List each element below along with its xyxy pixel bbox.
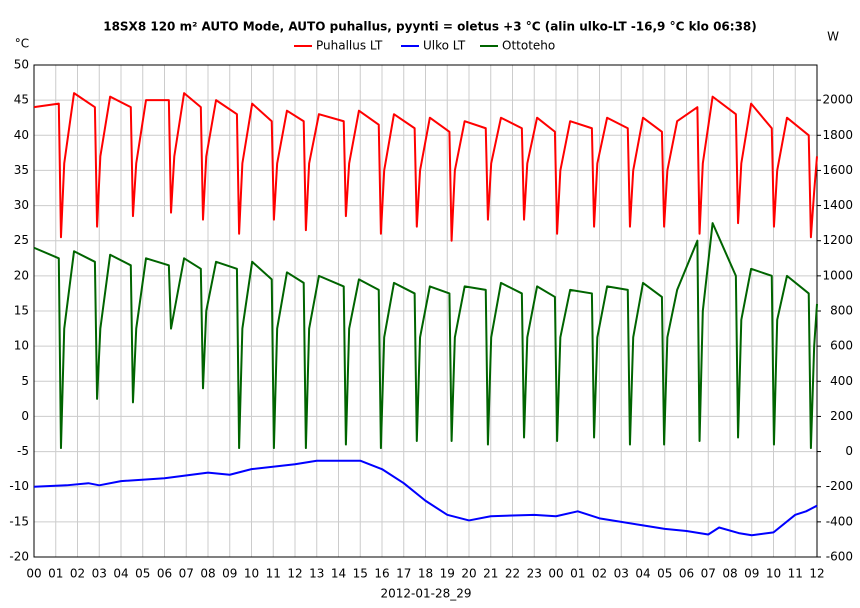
x-tick-label: 17 xyxy=(396,567,411,581)
x-tick-label: 01 xyxy=(48,567,63,581)
data-line xyxy=(33,222,818,450)
y-tick-label: -5 xyxy=(17,444,29,458)
x-tick-label: 06 xyxy=(157,567,172,581)
y2-tick-label: 1200 xyxy=(822,233,853,247)
x-tick-label: 04 xyxy=(635,567,650,581)
x-tick-label: 12 xyxy=(809,567,824,581)
x-tick-label: 22 xyxy=(505,567,520,581)
x-tick-label: 09 xyxy=(222,567,237,581)
y2-tick-label: -600 xyxy=(826,550,853,564)
x-tick-label: 12 xyxy=(287,567,302,581)
y2-tick-label: 600 xyxy=(830,339,853,353)
y-tick-label: 0 xyxy=(21,409,29,423)
data-line xyxy=(33,459,818,537)
x-tick-label: 03 xyxy=(92,567,107,581)
x-tick-label: 16 xyxy=(374,567,389,581)
y2-tick-label: 200 xyxy=(830,409,853,423)
x-tick-label: 01 xyxy=(570,567,585,581)
y2-tick-label: 1600 xyxy=(822,163,853,177)
y2-tick-label: 1400 xyxy=(822,198,853,212)
y-tick-label: 5 xyxy=(21,374,29,388)
x-tick-label: 15 xyxy=(353,567,368,581)
y-tick-label: 30 xyxy=(14,198,29,212)
y-tick-label: 10 xyxy=(14,339,29,353)
y2-tick-label: 0 xyxy=(845,444,853,458)
y-tick-label: 15 xyxy=(14,304,29,318)
x-tick-label: 00 xyxy=(548,567,563,581)
x-tick-label: 02 xyxy=(70,567,85,581)
y2-tick-label: -400 xyxy=(826,514,853,528)
y2-tick-label: 1800 xyxy=(822,128,853,142)
chart-title: 18SX8 120 m² AUTO Mode, AUTO puhallus, p… xyxy=(103,20,757,34)
x-tick-label: 14 xyxy=(331,567,346,581)
x-axis-label: 2012-01-28_29 xyxy=(380,587,471,601)
x-tick-label: 07 xyxy=(179,567,194,581)
y2-tick-label: 1000 xyxy=(822,268,853,282)
x-tick-label: 07 xyxy=(701,567,716,581)
x-tick-label: 06 xyxy=(679,567,694,581)
x-tick-label: 19 xyxy=(440,567,455,581)
x-tick-label: 02 xyxy=(592,567,607,581)
x-tick-label: 23 xyxy=(527,567,542,581)
legend-label: Ulko LT xyxy=(423,39,466,53)
y-tick-label: -20 xyxy=(9,550,29,564)
y-tick-label: 50 xyxy=(14,58,29,72)
x-tick-label: 21 xyxy=(483,567,498,581)
y-tick-label: 45 xyxy=(14,93,29,107)
y-tick-label: -10 xyxy=(9,479,29,493)
x-tick-label: 10 xyxy=(766,567,781,581)
y2-tick-label: 400 xyxy=(830,374,853,388)
x-tick-label: 03 xyxy=(614,567,629,581)
x-tick-label: 08 xyxy=(722,567,737,581)
y2-axis-unit: W xyxy=(827,30,839,44)
data-line xyxy=(33,92,818,242)
legend-label: Puhallus LT xyxy=(316,39,383,53)
x-tick-label: 11 xyxy=(788,567,803,581)
y-tick-label: 40 xyxy=(14,128,29,142)
y2-tick-label: 2000 xyxy=(822,93,853,107)
x-tick-label: 00 xyxy=(26,567,41,581)
x-tick-label: 04 xyxy=(113,567,128,581)
y2-tick-label: 800 xyxy=(830,304,853,318)
x-tick-label: 10 xyxy=(244,567,259,581)
x-tick-label: 11 xyxy=(266,567,281,581)
y-tick-label: 35 xyxy=(14,163,29,177)
y-tick-label: 20 xyxy=(14,268,29,282)
x-tick-label: 09 xyxy=(744,567,759,581)
y2-tick-label: -200 xyxy=(826,479,853,493)
legend-label: Ottoteho xyxy=(502,39,555,53)
y-axis-unit: °C xyxy=(15,37,29,51)
x-tick-label: 05 xyxy=(135,567,150,581)
y-tick-label: 25 xyxy=(14,233,29,247)
y-tick-label: -15 xyxy=(9,514,29,528)
x-tick-label: 05 xyxy=(657,567,672,581)
x-tick-label: 20 xyxy=(461,567,476,581)
x-tick-label: 13 xyxy=(309,567,324,581)
x-tick-label: 08 xyxy=(200,567,215,581)
x-tick-label: 18 xyxy=(418,567,433,581)
